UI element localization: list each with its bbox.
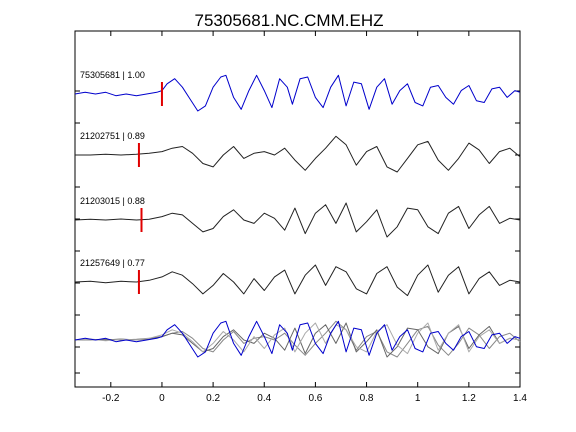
- trace-label-21202751: 21202751 | 0.89: [80, 131, 145, 141]
- x-tick-label: 0.2: [206, 393, 220, 404]
- x-tick-label: 1: [415, 393, 421, 404]
- chart-title: 75305681.NC.CMM.EHZ: [195, 11, 384, 30]
- x-tick-label: 0.8: [360, 393, 374, 404]
- axis-ticks: -0.2 0 0.2 0.4 0.6 0.8 1 1.2 1.4: [75, 31, 527, 404]
- trace-label-75305681: 75305681 | 1.00: [80, 70, 145, 80]
- trace-label-21257649: 21257649 | 0.77: [80, 258, 145, 268]
- x-tick-label: 0.4: [257, 393, 271, 404]
- trace-21203015: [74, 202, 521, 238]
- trace-75305681: [74, 74, 521, 112]
- trace-21202751: [75, 135, 521, 173]
- plot-frame: [74, 30, 521, 388]
- trace-21257649: [74, 264, 521, 297]
- stack-trace-21257649: [74, 322, 521, 355]
- x-tick-label: 0: [159, 393, 165, 404]
- stack-trace-75305681: [74, 320, 521, 358]
- x-tick-label: 0.6: [308, 393, 322, 404]
- trace-label-21203015: 21203015 | 0.88: [80, 196, 145, 206]
- x-tick-label: 1.2: [462, 393, 476, 404]
- x-tick-label: -0.2: [102, 393, 120, 404]
- trace-group: [74, 74, 521, 358]
- x-tick-label: 1.4: [513, 393, 527, 404]
- trace-labels: 75305681 | 1.00 21202751 | 0.89 21203015 |…: [80, 70, 145, 268]
